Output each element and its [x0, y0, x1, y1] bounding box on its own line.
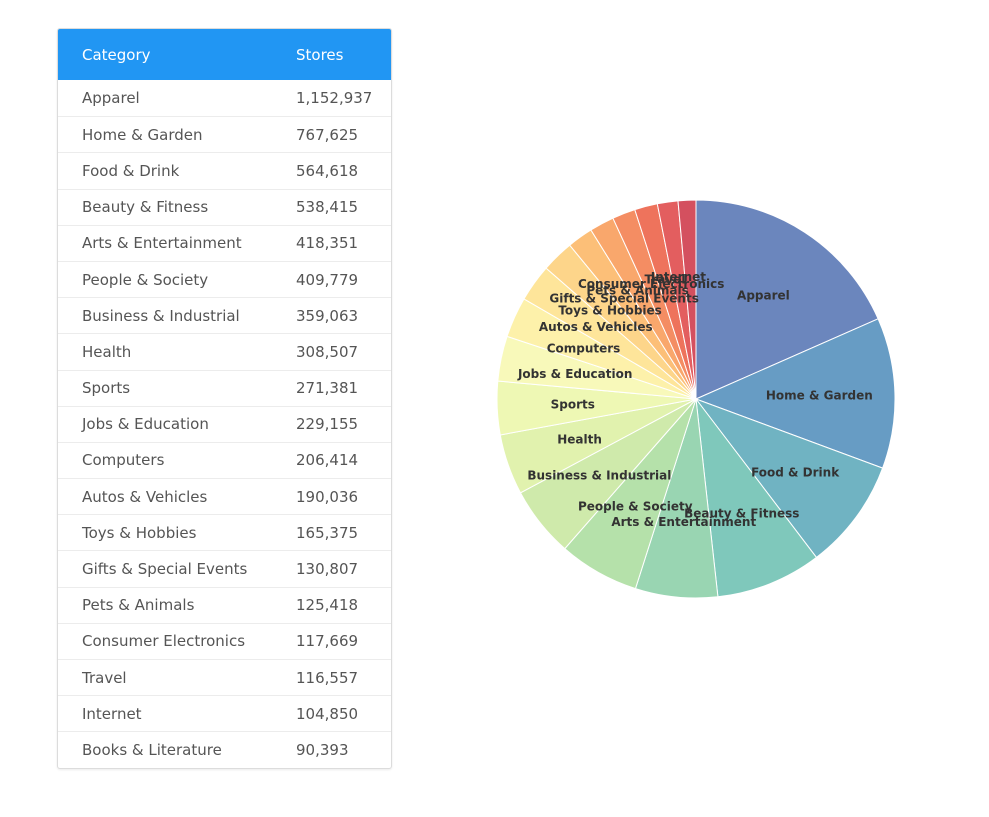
slice-label: People & Society: [578, 499, 693, 513]
category-cell: People & Society: [82, 270, 209, 289]
header-stores: Stores: [296, 45, 344, 64]
table-row: Beauty & Fitness 538,415: [58, 188, 391, 225]
slice-label: Gifts & Special Events: [549, 292, 698, 306]
category-cell: Apparel: [82, 89, 140, 108]
stores-cell: 767,625: [296, 125, 359, 144]
stores-cell: 165,375: [296, 523, 359, 542]
table-body: Apparel 1,152,937 Home & Garden 767,625 Food…: [58, 80, 391, 768]
slice-label: Apparel: [737, 289, 790, 303]
category-cell: Books & Literature: [82, 740, 222, 759]
category-cell: Health: [82, 342, 132, 361]
stores-cell: 418,351: [296, 234, 359, 253]
slice-label: Autos & Vehicles: [539, 320, 653, 334]
table-row: Travel 116,557: [58, 659, 391, 695]
table-row: Computers 206,414: [58, 441, 391, 478]
pie-slice: [677, 199, 697, 400]
pie-slice: [695, 397, 818, 598]
category-cell: Home & Garden: [82, 125, 203, 144]
stores-cell: 308,507: [296, 342, 359, 361]
slice-label: Consumer Electronics: [578, 277, 724, 291]
table-row: Home & Garden 767,625: [58, 116, 391, 152]
category-cell: Consumer Electronics: [82, 632, 246, 651]
table-row: People & Society 409,779: [58, 260, 391, 297]
table-row: Business & Industrial 359,063: [58, 297, 391, 333]
header-category: Category: [82, 45, 151, 64]
stores-cell: 90,393: [296, 740, 349, 759]
pie-slice: [694, 397, 884, 559]
slice-label: Internet: [651, 270, 706, 284]
pie-chart: Apparel Home & Garden Food & Drink Beauty &…: [496, 199, 896, 599]
stores-cell: 271,381: [296, 379, 359, 398]
table-row: Autos & Vehicles 190,036: [58, 478, 391, 514]
category-cell: Travel: [82, 668, 127, 687]
stores-cell: 116,557: [296, 668, 359, 687]
pie-slice: [694, 318, 896, 469]
stores-cell: 130,807: [296, 560, 359, 579]
table-row: Books & Literature 90,393: [58, 731, 391, 767]
slice-label: Pets & Animals: [586, 283, 688, 297]
slice-label: Home & Garden: [766, 388, 873, 402]
slice-label: Travel: [644, 273, 685, 287]
slice-label: Arts & Entertainment: [611, 515, 756, 529]
category-cell: Sports: [82, 379, 131, 398]
stores-cell: 190,036: [296, 487, 359, 506]
stores-cell: 104,850: [296, 704, 359, 723]
table-row: Jobs & Education 229,155: [58, 405, 391, 442]
stores-cell: 125,418: [296, 596, 359, 615]
stores-cell: 117,669: [296, 632, 359, 651]
slice-label: Toys & Hobbies: [558, 303, 661, 317]
stores-cell: 206,414: [296, 451, 359, 470]
table-row: Pets & Animals 125,418: [58, 586, 391, 623]
slice-label: Computers: [547, 341, 621, 355]
category-cell: Gifts & Special Events: [82, 560, 248, 579]
table-row: Toys & Hobbies 165,375: [58, 514, 391, 550]
table-row: Health 308,507: [58, 333, 391, 369]
category-cell: Beauty & Fitness: [82, 198, 209, 217]
table-row: Arts & Entertainment 418,351: [58, 224, 391, 261]
stores-cell: 409,779: [296, 270, 359, 289]
category-cell: Food & Drink: [82, 161, 180, 180]
stores-table: Category Stores Apparel 1,152,937 Home & G…: [57, 28, 392, 769]
slice-label: Sports: [551, 398, 595, 412]
stores-cell: 564,618: [296, 161, 359, 180]
category-cell: Jobs & Education: [82, 415, 209, 434]
category-cell: Toys & Hobbies: [82, 523, 197, 542]
stores-cell: 229,155: [296, 415, 359, 434]
pie-slice: [695, 199, 879, 400]
category-cell: Autos & Vehicles: [82, 487, 208, 506]
table-row: Gifts & Special Events 130,807: [58, 550, 391, 586]
category-cell: Pets & Animals: [82, 596, 195, 615]
stores-cell: 538,415: [296, 198, 359, 217]
category-cell: Internet: [82, 704, 142, 723]
slice-label: Business & Industrial: [527, 469, 671, 483]
table-header: Category Stores: [58, 29, 391, 80]
category-cell: Business & Industrial: [82, 306, 240, 325]
table-row: Internet 104,850: [58, 695, 391, 731]
slice-label: Beauty & Fitness: [684, 507, 799, 521]
slice-label: Jobs & Education: [517, 367, 632, 381]
slice-label: Health: [557, 433, 602, 447]
table-row: Consumer Electronics 117,669: [58, 622, 391, 659]
stores-cell: 359,063: [296, 306, 359, 325]
slice-label: Food & Drink: [751, 465, 840, 479]
table-row: Food & Drink 564,618: [58, 152, 391, 188]
category-cell: Computers: [82, 451, 165, 470]
table-row: Sports 271,381: [58, 369, 391, 406]
category-cell: Arts & Entertainment: [82, 234, 242, 253]
table-row: Apparel 1,152,937: [58, 80, 391, 116]
stores-cell: 1,152,937: [296, 89, 373, 108]
